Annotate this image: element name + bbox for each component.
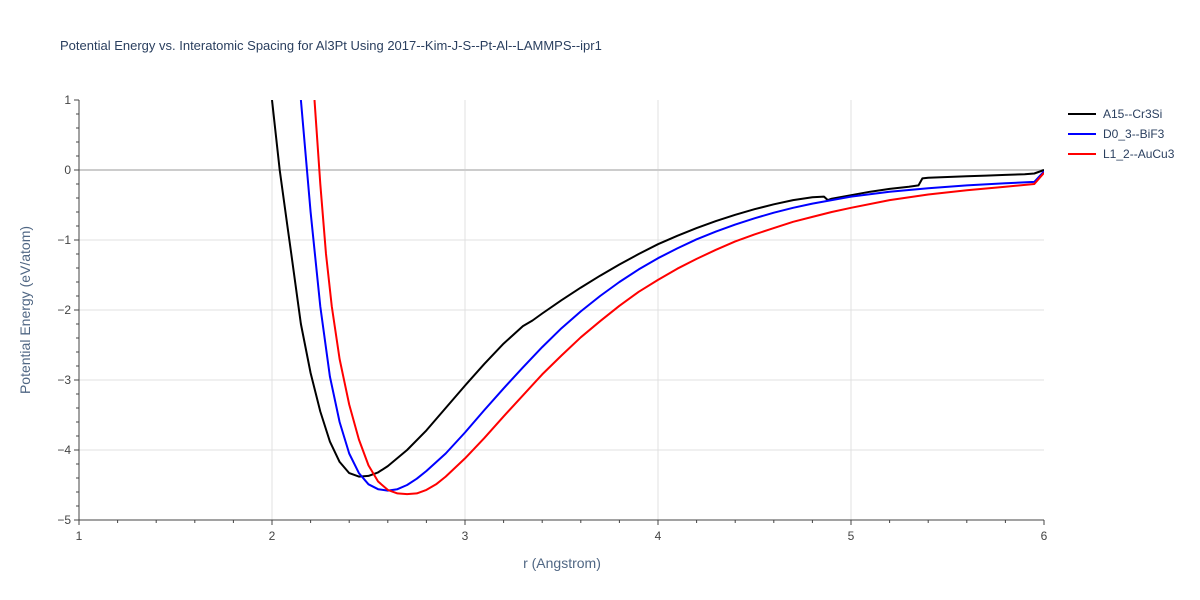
- legend-label: L1_2--AuCu3: [1103, 147, 1175, 161]
- x-tick-label: 1: [76, 529, 83, 543]
- chart-title: Potential Energy vs. Interatomic Spacing…: [60, 38, 602, 53]
- x-tick-label: 3: [462, 529, 469, 543]
- series-line-d0-3-bif3[interactable]: [299, 100, 1044, 492]
- y-tick-label: −4: [57, 443, 71, 457]
- y-tick-label: 0: [64, 163, 71, 177]
- y-axis-title: Potential Energy (eV/atom): [17, 226, 33, 394]
- y-tick-label: −2: [57, 303, 71, 317]
- legend[interactable]: A15--Cr3Si D0_3--BiF3 L1_2--AuCu3: [1068, 104, 1174, 164]
- x-axis-title: r (Angstrom): [523, 555, 601, 571]
- legend-label: A15--Cr3Si: [1103, 107, 1163, 121]
- x-tick-label: 4: [655, 529, 662, 543]
- y-tick-label: −1: [57, 233, 71, 247]
- legend-swatch: [1068, 113, 1096, 115]
- x-tick-label: 6: [1041, 529, 1048, 543]
- legend-swatch: [1068, 133, 1096, 135]
- legend-item[interactable]: A15--Cr3Si: [1068, 104, 1174, 124]
- legend-label: D0_3--BiF3: [1103, 127, 1165, 141]
- legend-item[interactable]: D0_3--BiF3: [1068, 124, 1174, 144]
- y-tick-label: 1: [64, 93, 71, 107]
- y-tick-label: −3: [57, 373, 71, 387]
- axes: 1 2 3 4 5 6 1 0 −1 −2 −3 −4 −5: [57, 93, 1047, 543]
- y-tick-label: −5: [57, 513, 71, 527]
- grid: [79, 100, 1044, 520]
- series-lines: [271, 100, 1045, 496]
- series-line-a15-cr3si[interactable]: [271, 100, 1044, 478]
- x-tick-label: 5: [848, 529, 855, 543]
- legend-swatch: [1068, 153, 1096, 155]
- legend-item[interactable]: L1_2--AuCu3: [1068, 144, 1174, 164]
- series-line-l1-2-aucu3[interactable]: [313, 100, 1045, 496]
- x-tick-label: 2: [269, 529, 276, 543]
